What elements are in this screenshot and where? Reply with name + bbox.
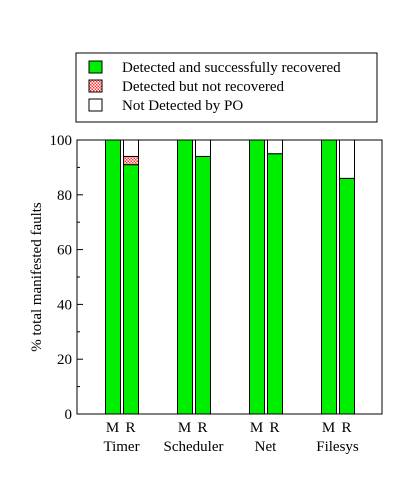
bar-scheduler-r-seg2 [195,139,211,157]
legend-label-0: Detected and successfully recovered [122,60,341,76]
category-label-timer: Timer [103,439,139,455]
bar-timer-r-seg0 [123,164,139,415]
y-tick-label-2: 40 [57,297,72,313]
bar-filesys-m-seg0 [321,139,337,415]
bar-timer-r-seg1 [123,155,139,166]
bar-label-net-r: R [269,420,279,436]
y-axis-label: % total manifested faults [29,202,45,352]
legend-swatch-2 [88,98,103,112]
legend-label-1: Detected but not recovered [122,79,285,95]
legend-swatch-1 [88,79,103,93]
y-tick-label-1: 20 [57,352,72,368]
bar-label-net-m: M [250,420,263,436]
bar-label-timer-r: R [125,420,135,436]
y-tick-label-4: 80 [57,188,72,204]
bar-net-r-seg0 [267,153,283,415]
bar-label-scheduler-m: M [178,420,191,436]
category-label-filesys: Filesys [316,439,359,455]
bar-net-m-seg0 [249,139,265,415]
category-label-net: Net [255,439,277,455]
bar-label-filesys-m: M [322,420,335,436]
category-label-scheduler: Scheduler [164,439,224,455]
bar-filesys-r-seg0 [339,177,355,415]
bar-timer-r-seg2 [123,139,139,157]
y-tick-label-0: 0 [65,407,73,423]
bar-label-filesys-r: R [341,420,351,436]
bar-scheduler-m-seg0 [177,139,193,415]
bar-net-r-seg2 [267,139,283,155]
bar-filesys-r-seg2 [339,139,355,179]
y-tick-label-3: 60 [57,243,72,259]
legend [75,52,378,123]
bar-timer-m-seg0 [105,139,121,415]
y-tick-label-5: 100 [50,133,73,149]
legend-label-2: Not Detected by PO [122,98,243,114]
legend-swatch-0 [88,60,103,74]
bar-label-scheduler-r: R [197,420,207,436]
bar-scheduler-r-seg0 [195,155,211,415]
bar-label-timer-m: M [106,420,119,436]
